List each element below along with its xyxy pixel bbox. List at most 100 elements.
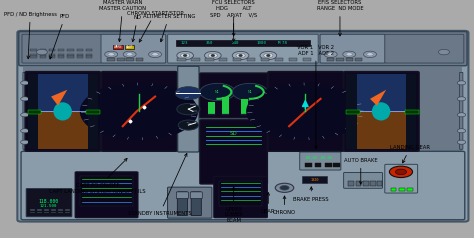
Circle shape bbox=[239, 55, 242, 56]
FancyBboxPatch shape bbox=[168, 34, 318, 63]
FancyBboxPatch shape bbox=[178, 66, 199, 152]
Text: 123: 123 bbox=[181, 41, 188, 45]
Bar bbox=[391, 188, 396, 191]
Bar bbox=[44, 212, 49, 213]
Text: WARN: WARN bbox=[114, 45, 122, 49]
Bar bbox=[302, 176, 328, 183]
Circle shape bbox=[177, 51, 193, 60]
Bar bbox=[208, 114, 215, 115]
Circle shape bbox=[232, 51, 249, 60]
Circle shape bbox=[205, 51, 221, 60]
Bar bbox=[86, 54, 92, 55]
Bar bbox=[58, 212, 63, 213]
Circle shape bbox=[20, 140, 29, 144]
FancyBboxPatch shape bbox=[23, 72, 26, 149]
Bar bbox=[261, 58, 269, 60]
Bar bbox=[39, 54, 46, 55]
Bar bbox=[27, 110, 41, 114]
Bar bbox=[58, 49, 64, 51]
Circle shape bbox=[149, 51, 162, 58]
Bar bbox=[222, 114, 229, 115]
Circle shape bbox=[457, 97, 465, 101]
Circle shape bbox=[457, 129, 465, 133]
Circle shape bbox=[438, 49, 449, 55]
Bar bbox=[76, 54, 83, 55]
Bar bbox=[371, 181, 376, 186]
Text: UPPER
LOWER
ECAM: UPPER LOWER ECAM bbox=[224, 187, 243, 223]
Circle shape bbox=[328, 53, 334, 56]
Circle shape bbox=[105, 51, 118, 58]
Text: CHRONO START/STOP: CHRONO START/STOP bbox=[127, 10, 183, 42]
Text: CAPT FO ON/OFF
CAPT LANDING SYSTEM (ON/OFF) ILS: CAPT FO ON/OFF CAPT LANDING SYSTEM (ON/O… bbox=[49, 159, 146, 193]
Bar bbox=[247, 58, 255, 60]
Bar bbox=[127, 58, 134, 60]
Bar bbox=[408, 188, 413, 191]
Bar bbox=[28, 74, 98, 111]
Text: STANDBY INSTRUMENTS: STANDBY INSTRUMENTS bbox=[128, 154, 191, 216]
Text: 108.00: 108.00 bbox=[304, 156, 317, 160]
Circle shape bbox=[177, 104, 200, 115]
Circle shape bbox=[20, 97, 29, 101]
Bar bbox=[346, 58, 353, 60]
Circle shape bbox=[211, 55, 214, 56]
Bar bbox=[23, 67, 463, 154]
Text: BRAKE PRESS: BRAKE PRESS bbox=[293, 187, 329, 202]
Bar bbox=[44, 209, 49, 211]
Circle shape bbox=[127, 53, 133, 56]
Bar bbox=[325, 163, 332, 167]
Circle shape bbox=[20, 129, 29, 133]
Text: 350: 350 bbox=[206, 41, 213, 45]
Text: ND: ND bbox=[132, 15, 141, 42]
Bar bbox=[205, 58, 213, 60]
FancyBboxPatch shape bbox=[177, 192, 187, 216]
Bar bbox=[58, 54, 64, 55]
Bar bbox=[39, 49, 46, 51]
Bar bbox=[30, 54, 37, 55]
Bar bbox=[58, 56, 64, 58]
Text: CHRONO: CHRONO bbox=[273, 196, 296, 215]
Bar bbox=[30, 209, 35, 211]
Circle shape bbox=[108, 53, 114, 56]
Text: 118.000: 118.000 bbox=[39, 199, 59, 204]
Bar bbox=[219, 58, 228, 60]
Bar bbox=[51, 212, 56, 213]
Text: PFD / ND Brightness: PFD / ND Brightness bbox=[4, 12, 57, 59]
FancyBboxPatch shape bbox=[176, 192, 188, 198]
Bar bbox=[241, 99, 247, 115]
Bar bbox=[346, 74, 416, 111]
FancyBboxPatch shape bbox=[200, 120, 267, 184]
Bar bbox=[86, 110, 100, 114]
Bar bbox=[333, 163, 339, 167]
Ellipse shape bbox=[54, 102, 72, 120]
Circle shape bbox=[457, 113, 465, 117]
Text: AUTO BRAKE: AUTO BRAKE bbox=[344, 158, 378, 184]
Bar bbox=[303, 58, 311, 60]
Bar bbox=[28, 74, 38, 149]
FancyBboxPatch shape bbox=[21, 151, 465, 220]
Circle shape bbox=[390, 166, 412, 178]
Bar bbox=[275, 58, 283, 60]
Circle shape bbox=[367, 53, 373, 56]
FancyBboxPatch shape bbox=[191, 192, 201, 216]
Text: N1: N1 bbox=[215, 90, 220, 94]
Bar bbox=[289, 58, 297, 60]
Circle shape bbox=[20, 113, 29, 117]
Circle shape bbox=[324, 51, 337, 58]
Bar bbox=[346, 74, 356, 149]
Bar bbox=[177, 58, 186, 60]
Text: SPD    AP/AT    V/S: SPD AP/AT V/S bbox=[210, 13, 257, 42]
Circle shape bbox=[175, 87, 201, 99]
FancyBboxPatch shape bbox=[168, 187, 212, 218]
Circle shape bbox=[246, 82, 365, 141]
Text: PFD: PFD bbox=[50, 14, 70, 59]
Bar bbox=[51, 209, 56, 211]
Bar bbox=[58, 209, 63, 211]
Text: 1000: 1000 bbox=[257, 41, 267, 45]
Text: 240: 240 bbox=[231, 41, 239, 45]
Bar bbox=[49, 49, 55, 51]
Bar bbox=[346, 110, 360, 114]
FancyBboxPatch shape bbox=[385, 34, 464, 63]
Bar bbox=[117, 58, 125, 60]
FancyBboxPatch shape bbox=[101, 72, 177, 151]
FancyBboxPatch shape bbox=[320, 34, 385, 63]
